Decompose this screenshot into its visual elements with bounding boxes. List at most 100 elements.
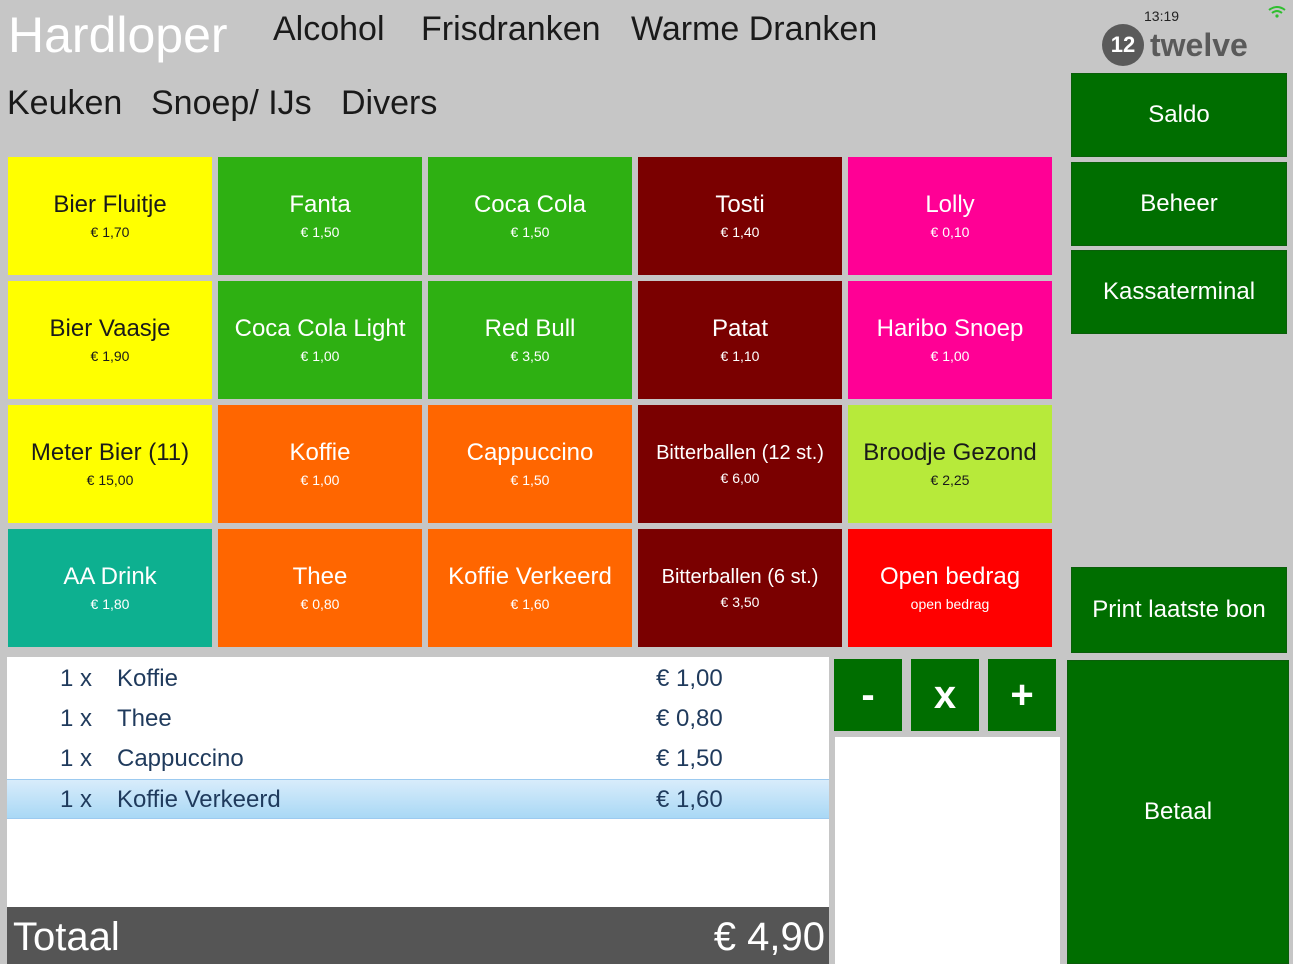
product-tile[interactable]: Open bedrag open bedrag [848,529,1052,647]
product-price: € 1,10 [720,348,760,365]
product-tile[interactable]: Haribo Snoep € 1,00 [848,281,1052,399]
product-tile[interactable]: Patat € 1,10 [638,281,842,399]
product-tile[interactable]: Cappuccino € 1,50 [428,405,632,523]
product-name: Bitterballen (6 st.) [661,566,819,588]
order-qty: 1 x [60,745,93,772]
order-qty: 1 x [60,665,93,692]
product-tile[interactable]: Meter Bier (11) € 15,00 [8,405,212,523]
product-tile[interactable]: Fanta € 1,50 [218,157,422,275]
product-price: € 1,90 [90,348,130,365]
product-name: Broodje Gezond [863,438,1037,466]
product-tile[interactable]: Red Bull € 3,50 [428,281,632,399]
product-name: AA Drink [63,562,157,590]
product-tile[interactable]: Coca Cola Light € 1,00 [218,281,422,399]
product-name: Lolly [925,190,975,218]
product-price: € 15,00 [86,472,134,489]
product-name: Bitterballen (12 st.) [656,442,824,464]
order-item-price: € 1,50 [656,745,723,772]
product-price: € 1,60 [510,596,550,613]
product-price: € 1,70 [90,224,130,241]
product-tile[interactable]: Koffie € 1,00 [218,405,422,523]
product-name: Open bedrag [879,562,1021,590]
numeric-display [835,737,1060,964]
order-row[interactable]: 1 x Thee € 0,80 [7,699,829,737]
product-name: Red Bull [484,314,576,342]
kassaterminal-button[interactable]: Kassaterminal [1071,250,1287,334]
product-price: € 3,50 [510,348,550,365]
product-price: € 3,50 [720,594,760,610]
product-name: Bier Vaasje [49,314,171,342]
product-tile[interactable]: Bier Fluitje € 1,70 [8,157,212,275]
product-price: € 2,25 [930,472,970,489]
category-divers[interactable]: Divers [341,84,438,122]
remove-item-button[interactable]: x [911,659,979,731]
total-value: € 4,90 [713,915,825,959]
order-item-name: Koffie Verkeerd [117,786,281,813]
product-name: Fanta [289,190,351,218]
category-snoep-ijs[interactable]: Snoep/ IJs [151,84,312,122]
wifi-icon [1268,6,1286,18]
product-tile[interactable]: Lolly € 0,10 [848,157,1052,275]
order-item-price: € 1,00 [656,665,723,692]
product-price: € 1,80 [90,596,130,613]
order-item-name: Cappuccino [117,745,244,772]
product-name: Tosti [715,190,765,218]
product-name: Koffie Verkeerd [448,562,612,590]
order-row[interactable]: 1 x Cappuccino € 1,50 [7,739,829,777]
category-warme-dranken[interactable]: Warme Dranken [631,10,878,48]
product-tile[interactable]: Bitterballen (6 st.) € 3,50 [638,529,842,647]
product-price: € 1,50 [510,224,550,241]
product-name: Koffie [289,438,351,466]
product-price: € 1,00 [930,348,970,365]
beheer-button[interactable]: Beheer [1071,162,1287,246]
category-frisdranken[interactable]: Frisdranken [421,10,601,48]
product-tile[interactable]: AA Drink € 1,80 [8,529,212,647]
product-name: Meter Bier (11) [30,438,190,466]
product-price: € 1,50 [300,224,340,241]
order-item-name: Koffie [117,665,178,692]
order-row[interactable]: 1 x Koffie € 1,00 [7,659,829,697]
product-name: Coca Cola Light [234,314,406,342]
product-tile[interactable]: Thee € 0,80 [218,529,422,647]
clock: 13:19 [1144,8,1180,24]
product-tile[interactable]: Tosti € 1,40 [638,157,842,275]
product-tile[interactable]: Bitterballen (12 st.) € 6,00 [638,405,842,523]
logo-badge-icon: 12 [1102,24,1144,66]
total-bar: Totaal € 4,90 [7,907,829,964]
product-price: € 0,80 [300,596,340,613]
pay-button[interactable]: Betaal [1067,660,1289,964]
order-qty: 1 x [60,786,93,813]
product-price: € 1,00 [300,348,340,365]
product-name: Coca Cola [473,190,587,218]
order-item-name: Thee [117,705,172,732]
product-price: € 1,00 [300,472,340,489]
product-name: Bier Fluitje [53,190,167,218]
product-name: Thee [292,562,348,590]
order-item-price: € 1,60 [656,786,723,813]
product-price: € 0,10 [930,224,970,241]
product-tile[interactable]: Koffie Verkeerd € 1,60 [428,529,632,647]
print-last-receipt-button[interactable]: Print laatste bon [1071,567,1287,653]
product-price: € 6,00 [720,470,760,486]
order-list: 1 x Koffie € 1,00 1 x Thee € 0,80 1 x Cappuccin… [7,657,829,907]
product-tile[interactable]: Broodje Gezond € 2,25 [848,405,1052,523]
category-keuken[interactable]: Keuken [7,84,123,122]
category-alcohol[interactable]: Alcohol [273,10,385,48]
increase-quantity-button[interactable]: + [988,659,1056,731]
logo-text: twelve [1150,26,1248,63]
product-price: € 1,40 [720,224,760,241]
product-tile[interactable]: Bier Vaasje € 1,90 [8,281,212,399]
product-price: open bedrag [910,596,990,613]
decrease-quantity-button[interactable]: - [834,659,902,731]
order-row[interactable]: 1 x Koffie Verkeerd € 1,60 [7,779,829,819]
product-tile[interactable]: Coca Cola € 1,50 [428,157,632,275]
saldo-button[interactable]: Saldo [1071,73,1287,157]
product-price: € 1,50 [510,472,550,489]
order-qty: 1 x [60,705,93,732]
product-name: Patat [711,314,769,342]
total-label: Totaal [13,915,120,959]
order-item-price: € 0,80 [656,705,723,732]
page-title: Hardloper [8,7,228,63]
product-name: Haribo Snoep [876,314,1024,342]
product-name: Cappuccino [466,438,594,466]
